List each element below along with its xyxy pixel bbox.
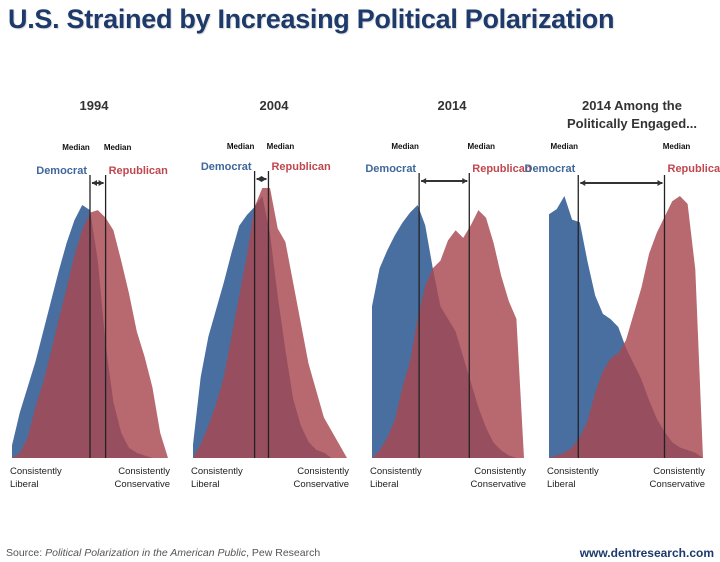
republican-median-label: Median: [663, 142, 691, 151]
panel-title: 2014 Among the: [582, 98, 682, 113]
democrat-median-label: Median: [391, 142, 419, 151]
arrowhead-left: [92, 180, 97, 186]
x-label-liberal: Liberal: [10, 479, 39, 490]
panel-title: 2014: [438, 98, 468, 113]
x-label-liberal: Liberal: [191, 479, 220, 490]
x-label-conservative: Conservative: [115, 479, 170, 490]
republican-distribution: [372, 210, 524, 458]
x-label-liberal: Liberal: [370, 479, 399, 490]
x-label-conservative: Conservative: [471, 479, 526, 490]
republican-median-label: Median: [104, 143, 132, 152]
arrowhead-right: [657, 180, 663, 186]
x-label-liberal: Consistently: [370, 466, 422, 477]
source-note: Source: Political Polarization in the Am…: [6, 547, 320, 559]
panel-title: 1994: [80, 98, 110, 113]
x-label-conservative: Conservative: [294, 479, 349, 490]
source-work-title: Political Polarization in the American P…: [45, 547, 247, 559]
arrowhead-left: [256, 176, 262, 182]
republican-label: Republican: [271, 161, 331, 173]
democrat-label: Democrat: [365, 163, 416, 175]
arrowhead-left: [421, 178, 427, 184]
republican-label: Republican: [109, 165, 169, 177]
democrat-label: Democrat: [201, 161, 252, 173]
democrat-label: Democrat: [36, 165, 87, 177]
republican-distribution: [193, 188, 347, 458]
x-label-conservative: Consistently: [297, 466, 349, 477]
democrat-median-label: Median: [227, 142, 255, 151]
x-label-conservative: Consistently: [474, 466, 526, 477]
panel-title: 2004: [260, 98, 290, 113]
democrat-median-label: Median: [550, 142, 578, 151]
democrat-distribution: [549, 196, 703, 458]
x-label-liberal: Consistently: [547, 466, 599, 477]
x-label-liberal: Liberal: [547, 479, 576, 490]
chart-title: U.S. Strained by Increasing Political Po…: [8, 4, 615, 34]
x-label-liberal: Consistently: [191, 466, 243, 477]
x-label-conservative: Consistently: [653, 466, 705, 477]
republican-median-label: Median: [267, 142, 295, 151]
website-link[interactable]: www.dentresearch.com: [579, 546, 714, 560]
arrowhead-right: [261, 176, 267, 182]
arrowhead-left: [580, 180, 586, 186]
republican-label: Republican: [472, 163, 532, 175]
source-prefix: Source:: [6, 547, 46, 559]
source-suffix: , Pew Research: [246, 547, 321, 559]
arrowhead-right: [98, 180, 104, 186]
republican-label: Republican: [668, 163, 720, 175]
x-label-conservative: Conservative: [650, 479, 705, 490]
democrat-label: Democrat: [525, 163, 576, 175]
democrat-median-label: Median: [62, 143, 90, 152]
panel-title: Politically Engaged...: [567, 116, 697, 131]
republican-median-label: Median: [467, 142, 495, 151]
x-label-conservative: Consistently: [118, 466, 170, 477]
x-label-liberal: Consistently: [10, 466, 62, 477]
arrowhead-right: [462, 178, 468, 184]
